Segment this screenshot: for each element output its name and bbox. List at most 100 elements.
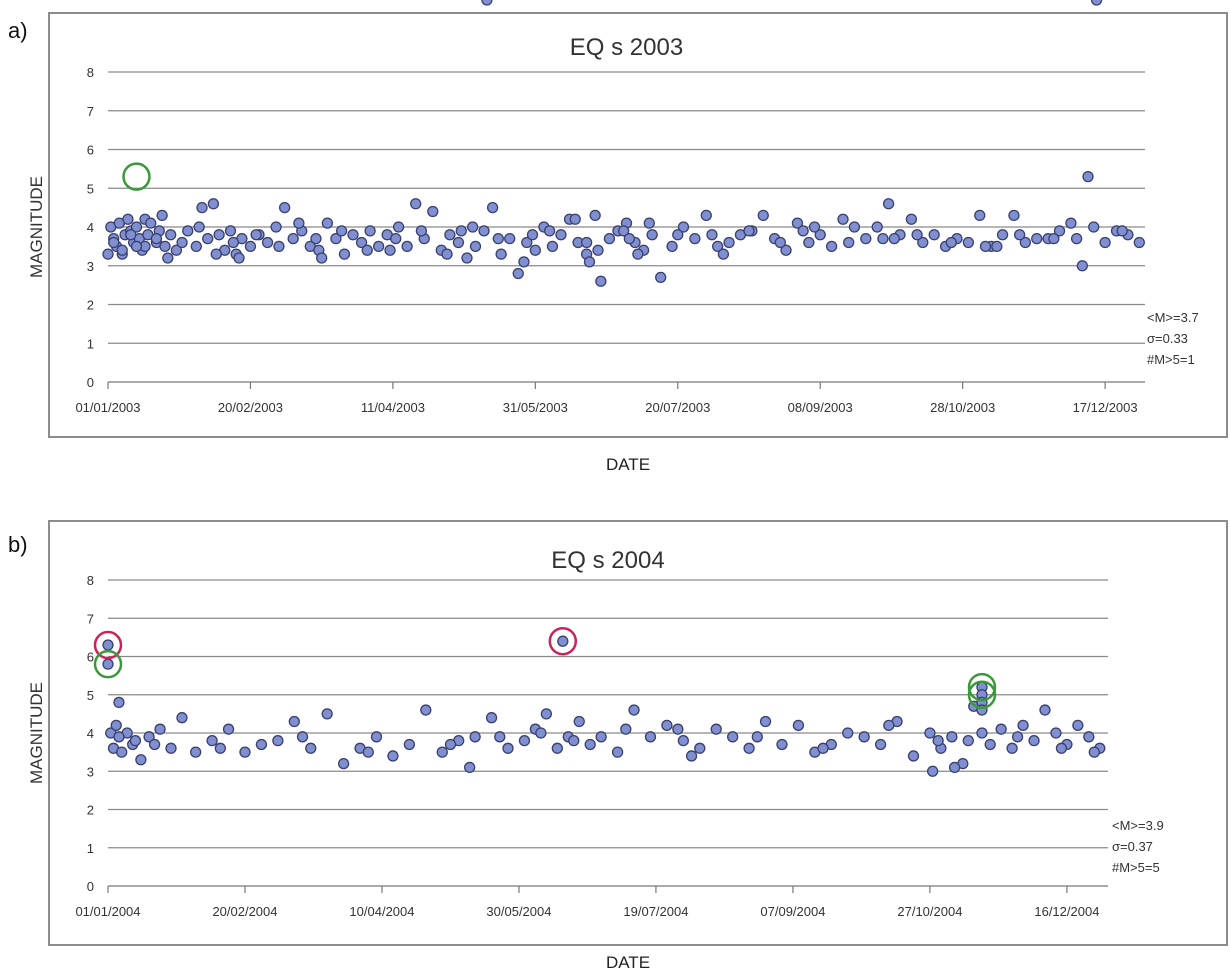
data-point	[555, 229, 567, 241]
data-point	[125, 229, 137, 241]
data-point	[573, 715, 585, 728]
data-point	[858, 731, 870, 743]
data-point	[190, 746, 202, 758]
data-point	[156, 209, 168, 222]
data-point	[148, 738, 161, 751]
data-point	[874, 738, 887, 751]
data-point	[361, 244, 373, 256]
data-point	[293, 217, 305, 229]
data-point	[984, 738, 996, 751]
x-tick-label: 31/05/2003	[503, 400, 568, 415]
data-point	[478, 225, 490, 237]
data-point	[643, 217, 655, 229]
data-point	[288, 715, 300, 728]
data-point	[991, 240, 1003, 253]
stats-annotation: σ=0.37	[1112, 839, 1153, 854]
data-point	[592, 244, 604, 256]
stats-annotation: σ=0.33	[1147, 331, 1188, 346]
data-point	[860, 232, 872, 245]
data-point	[710, 723, 722, 735]
data-point	[628, 704, 640, 716]
data-point	[712, 240, 724, 253]
x-tick-label: 08/09/2003	[788, 400, 853, 415]
data-point	[689, 232, 701, 245]
data-point	[595, 731, 607, 743]
data-point	[145, 217, 157, 229]
data-point	[176, 712, 188, 724]
x-tick-label: 19/07/2004	[623, 904, 688, 919]
data-point	[1070, 232, 1083, 245]
data-point	[1006, 742, 1018, 754]
panel-a-label: a)	[8, 18, 28, 43]
y-tick-label: 0	[87, 375, 94, 390]
data-point	[774, 236, 786, 249]
x-tick-label: 20/07/2003	[645, 400, 710, 415]
data-point	[632, 248, 644, 260]
data-point	[1133, 236, 1145, 249]
data-point	[1082, 170, 1094, 183]
data-point	[415, 225, 428, 237]
data-point	[546, 240, 559, 253]
data-point	[776, 738, 788, 751]
data-point	[1050, 727, 1062, 739]
y-tick-label: 4	[87, 726, 94, 741]
data-point	[504, 232, 516, 245]
data-point	[595, 275, 607, 287]
data-point	[436, 746, 448, 758]
data-point	[666, 240, 678, 253]
x-tick-label: 01/01/2004	[75, 904, 140, 919]
data-point	[751, 731, 763, 743]
data-point	[1017, 719, 1029, 731]
data-point	[948, 761, 961, 774]
data-point	[469, 240, 482, 253]
data-point	[620, 723, 632, 735]
y-axis-label: MAGNITUDE	[27, 682, 46, 784]
data-point	[427, 205, 439, 218]
data-point	[135, 754, 147, 766]
data-point	[780, 244, 792, 256]
data-point	[273, 240, 285, 253]
data-point	[338, 248, 351, 260]
data-point	[945, 236, 957, 249]
data-point	[316, 252, 328, 264]
data-point	[387, 750, 399, 762]
data-point	[759, 715, 772, 728]
data-point	[655, 271, 667, 284]
data-point	[1019, 236, 1031, 249]
stats-annotation: <M>=3.9	[1112, 818, 1164, 833]
data-point	[962, 735, 974, 747]
data-point	[370, 731, 383, 743]
data-point	[182, 225, 194, 237]
data-point	[1028, 735, 1040, 747]
data-point	[924, 727, 936, 739]
data-point	[1013, 229, 1026, 241]
highlight-circle	[93, 630, 123, 660]
data-point	[296, 731, 309, 743]
data-point	[372, 240, 385, 253]
data-point	[255, 738, 268, 751]
data-point	[1031, 232, 1043, 245]
panel-a-xlabel: DATE	[605, 455, 651, 474]
chart-title: EQ s 2004	[551, 547, 664, 574]
data-point	[976, 727, 988, 739]
x-tick-label: 17/12/2003	[1073, 400, 1138, 415]
data-point	[557, 635, 569, 647]
data-point	[362, 746, 374, 758]
data-point	[102, 248, 114, 260]
data-point	[979, 240, 992, 253]
data-point	[526, 229, 539, 241]
chart-title: EQ s 2003	[570, 34, 683, 61]
data-point	[848, 221, 861, 233]
data-point	[743, 225, 755, 237]
data-point	[917, 236, 929, 249]
data-point	[535, 727, 547, 739]
data-point	[1048, 232, 1060, 245]
data-point	[521, 236, 533, 249]
data-point	[1099, 236, 1111, 249]
data-point	[757, 209, 769, 222]
data-point	[207, 198, 220, 210]
data-point	[364, 225, 376, 237]
data-point	[401, 240, 413, 253]
data-point	[1053, 225, 1066, 237]
